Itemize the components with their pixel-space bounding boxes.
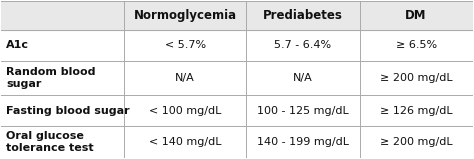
- Text: Fasting blood sugar: Fasting blood sugar: [6, 106, 130, 116]
- Text: ≥ 200 mg/dL: ≥ 200 mg/dL: [380, 73, 452, 83]
- Text: 5.7 - 6.4%: 5.7 - 6.4%: [274, 40, 331, 50]
- Text: 140 - 199 mg/dL: 140 - 199 mg/dL: [257, 137, 349, 147]
- Bar: [1, 1, 473, 30]
- Text: Prediabetes: Prediabetes: [263, 9, 343, 22]
- Text: 100 - 125 mg/dL: 100 - 125 mg/dL: [257, 106, 349, 116]
- Text: Oral glucose
tolerance test: Oral glucose tolerance test: [6, 131, 94, 153]
- Text: < 100 mg/dL: < 100 mg/dL: [149, 106, 221, 116]
- Text: ≥ 200 mg/dL: ≥ 200 mg/dL: [380, 137, 452, 147]
- Text: < 140 mg/dL: < 140 mg/dL: [149, 137, 221, 147]
- Text: Random blood
sugar: Random blood sugar: [6, 67, 96, 89]
- Text: Normoglycemia: Normoglycemia: [134, 9, 237, 22]
- Text: DM: DM: [405, 9, 427, 22]
- Text: ≥ 6.5%: ≥ 6.5%: [395, 40, 437, 50]
- Text: ≥ 126 mg/dL: ≥ 126 mg/dL: [380, 106, 452, 116]
- Text: < 5.7%: < 5.7%: [164, 40, 206, 50]
- Text: A1c: A1c: [6, 40, 29, 50]
- Text: N/A: N/A: [293, 73, 313, 83]
- Text: N/A: N/A: [175, 73, 195, 83]
